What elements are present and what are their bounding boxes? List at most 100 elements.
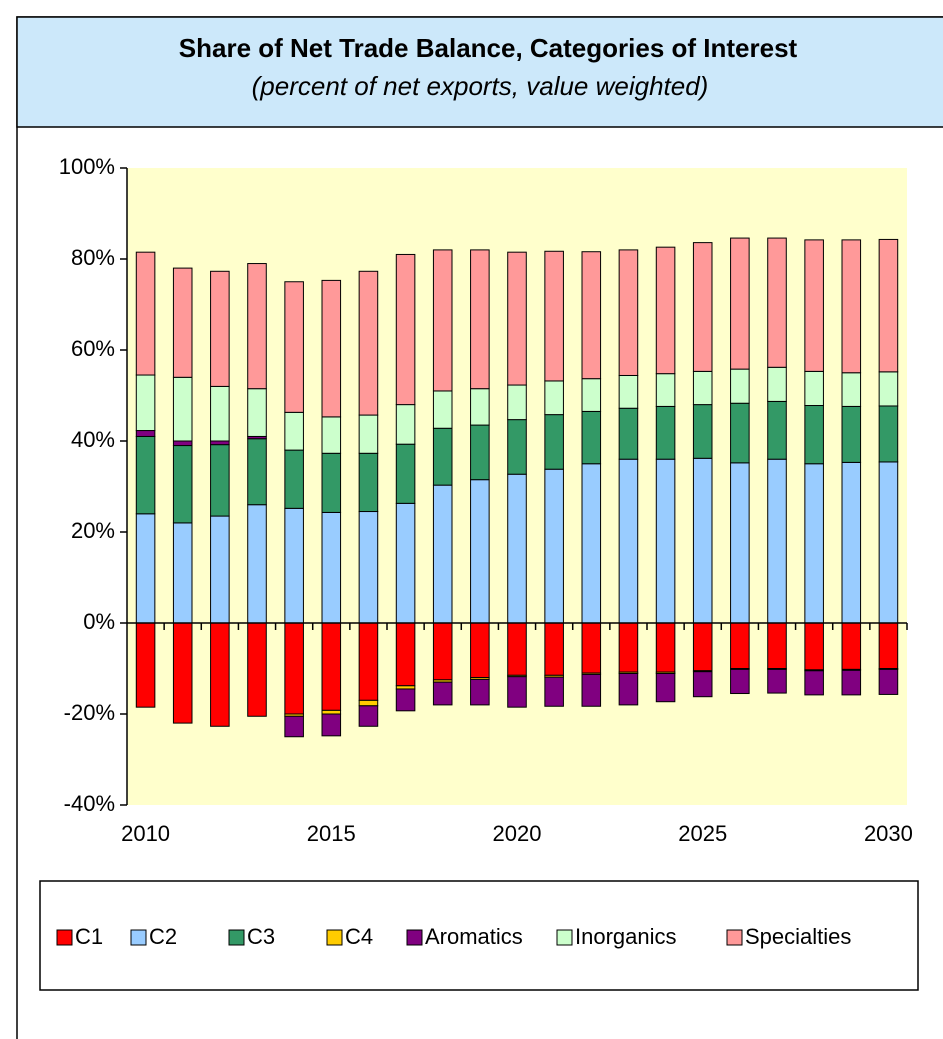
bar-segment <box>692 370 713 406</box>
bar-segment <box>767 366 787 402</box>
y-tick-label: 60% <box>71 336 115 361</box>
bar-segment <box>581 673 602 707</box>
bar-segment <box>210 440 230 446</box>
bar-segment <box>358 270 379 416</box>
bar-segment <box>395 404 416 445</box>
bar-segment <box>135 513 156 624</box>
bar-segment <box>135 435 156 515</box>
bar-segment <box>321 622 342 711</box>
bar-segment <box>730 368 750 404</box>
bar-segment <box>247 388 267 437</box>
bar-segment <box>172 440 193 447</box>
bar-segment <box>172 267 193 378</box>
bar-segment <box>284 449 304 509</box>
bar-segment <box>284 507 304 624</box>
bar-segment <box>507 473 527 624</box>
bar-segment <box>692 622 713 672</box>
header <box>16 16 943 128</box>
bar-segment <box>135 430 156 437</box>
bar-segment <box>878 371 899 407</box>
bar-segment <box>804 622 824 671</box>
bar-segment <box>581 378 602 412</box>
bar-segment <box>655 405 676 460</box>
y-tick-label: -40% <box>64 791 115 816</box>
bar-segment <box>321 416 342 454</box>
bar-segment <box>470 479 490 624</box>
y-tick-label: 0% <box>83 609 115 634</box>
bar-segment <box>730 462 750 624</box>
bar-segment <box>432 681 453 706</box>
bar-segment <box>432 390 453 429</box>
bar-segment <box>432 249 453 392</box>
legend-box <box>39 880 919 991</box>
bar-segment <box>210 622 230 727</box>
x-tick-label: 2015 <box>307 821 356 846</box>
bar-segment <box>692 242 713 372</box>
bar-segment <box>172 376 193 442</box>
bar-segment <box>618 249 639 376</box>
bar-segment <box>878 238 899 373</box>
bar-segment <box>247 504 267 624</box>
legend-label: C2 <box>149 924 177 949</box>
bar-segment <box>358 699 379 707</box>
bar-segment <box>247 438 267 506</box>
legend-swatch <box>556 929 573 946</box>
chart-subtitle: (percent of net exports, value weighted) <box>252 71 709 101</box>
x-tick-label: 2025 <box>678 821 727 846</box>
bar-segment <box>210 385 230 442</box>
bar-segment <box>730 668 750 695</box>
bar-segment <box>767 622 787 669</box>
bar-segment <box>321 511 342 624</box>
bar-segment <box>544 676 564 707</box>
bar-segment <box>432 622 453 681</box>
bar-segment <box>210 270 230 387</box>
legend-label: Specialties <box>745 924 851 949</box>
legend-swatch <box>130 929 147 946</box>
bar-segment <box>284 281 304 413</box>
bar-segment <box>581 251 602 380</box>
bar-segment <box>358 622 379 701</box>
bar-segment <box>507 251 527 386</box>
bar-segment <box>730 237 750 370</box>
legend-swatch <box>726 929 743 946</box>
bar-segment <box>841 239 862 374</box>
bar-segment <box>321 452 342 513</box>
bar-segment <box>730 402 750 464</box>
bar-segment <box>358 452 379 513</box>
bar-segment <box>618 407 639 460</box>
bar-segment <box>284 411 304 451</box>
bar-segment <box>618 374 639 409</box>
bar-segment <box>395 443 416 504</box>
bar-segment <box>321 279 342 418</box>
bar-segment <box>395 688 416 712</box>
bar-segment <box>692 457 713 624</box>
bar-segment <box>878 622 899 669</box>
y-tick-label: 20% <box>71 518 115 543</box>
bar-segment <box>135 251 156 376</box>
bar-segment <box>358 511 379 624</box>
bar-segment <box>767 400 787 460</box>
bar-segment <box>804 463 824 624</box>
bar-segment <box>618 458 639 624</box>
legend-swatch <box>406 929 423 946</box>
bar-segment <box>841 461 862 624</box>
legend-label: Aromatics <box>425 924 523 949</box>
bar-segment <box>841 372 862 407</box>
bar-segment <box>804 239 824 372</box>
bar-segment <box>172 622 193 724</box>
bar-segment <box>210 444 230 517</box>
chart-title: Share of Net Trade Balance, Categories o… <box>179 33 798 63</box>
bar-segment <box>804 670 824 696</box>
bar-segment <box>878 461 899 624</box>
bar-segment <box>544 380 564 416</box>
bar-segment <box>581 410 602 465</box>
y-tick-label: 40% <box>71 427 115 452</box>
bar-segment <box>470 249 490 390</box>
bar-segment <box>210 515 230 624</box>
bar-segment <box>507 384 527 421</box>
bar-segment <box>395 253 416 406</box>
bar-segment <box>730 622 750 669</box>
bar-segment <box>581 622 602 674</box>
bar-segment <box>284 622 304 715</box>
bar-segment <box>470 678 490 706</box>
